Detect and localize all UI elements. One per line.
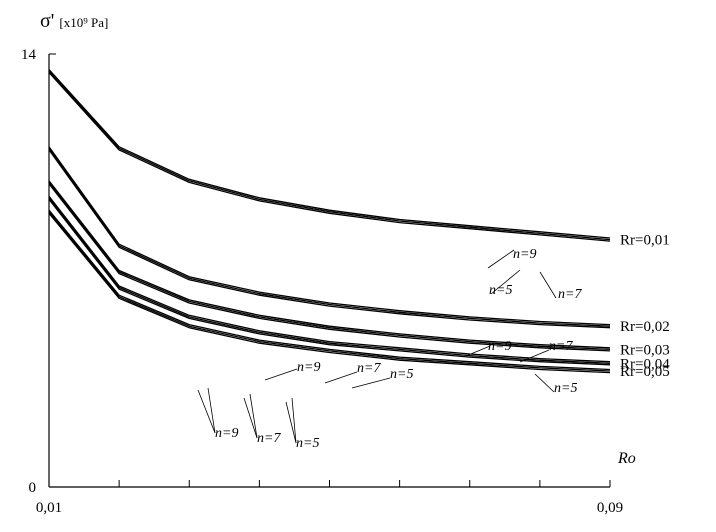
series-line: [48, 211, 611, 372]
annotation-leader: [249, 393, 258, 439]
annotation-label: n=7: [257, 431, 281, 446]
y-tick-label: 14: [21, 47, 37, 63]
annotation-label: n=7: [549, 339, 573, 354]
group-label: Rr=0,05: [620, 364, 670, 380]
annotation-leader: [197, 389, 216, 434]
x-tick-label: 0,01: [36, 500, 62, 516]
annotation-label: n=5: [489, 283, 512, 298]
y-axis-unit: [x10⁹ Pa]: [59, 15, 109, 30]
annotation-label: n=7: [357, 361, 381, 376]
annotation-leader: [351, 377, 391, 389]
y-axis-symbol: σ': [40, 10, 55, 32]
annotation-leader: [490, 269, 521, 295]
annotation-label: n=5: [390, 367, 413, 382]
series-layer: [48, 69, 611, 374]
annotation-leader: [324, 371, 358, 384]
annotation-label: n=9: [215, 426, 238, 441]
series-line: [48, 181, 611, 351]
annotation-leader: [264, 368, 298, 381]
series-line: [48, 198, 611, 366]
series-line: [48, 195, 611, 363]
y-axis-label: σ' [x10⁹ Pa]: [40, 10, 108, 33]
annotation-label: n=5: [296, 436, 319, 451]
axes: [48, 53, 611, 488]
label-layer: 0,01 0,09014RoRr=0,01Rr=0,02Rr=0,03Rr=0,0…: [21, 47, 670, 516]
series-line: [48, 183, 611, 352]
series-line: [48, 149, 611, 329]
annotation-leader: [534, 373, 555, 393]
annotation-leader: [285, 401, 297, 444]
annotation-layer: [197, 249, 557, 444]
annotation-leader: [539, 271, 557, 299]
series-line: [48, 146, 611, 326]
group-label: Rr=0,04: [620, 356, 670, 372]
y-tick-label: 0: [29, 480, 37, 496]
annotation-label: n=5: [554, 381, 577, 396]
series-line: [48, 180, 611, 349]
annotation-label: n=7: [558, 287, 582, 302]
annotation-leader: [487, 249, 515, 269]
annotation-label: n=9: [297, 360, 320, 375]
group-label: Rr=0,03: [620, 342, 670, 358]
series-line: [48, 69, 611, 239]
series-line: [48, 209, 611, 371]
annotation-leader: [291, 397, 297, 444]
annotation-leader: [465, 345, 491, 357]
annotation-leader: [243, 397, 258, 439]
group-label: Rr=0,01: [620, 233, 670, 249]
annotation-leader: [519, 349, 550, 363]
series-line: [48, 72, 611, 242]
annotation-label: n=9: [488, 339, 511, 354]
annotation-label: n=9: [513, 247, 536, 262]
series-line: [48, 147, 611, 327]
group-label: Rr=0,02: [620, 319, 670, 335]
x-axis-label: Ro: [617, 450, 636, 467]
series-line: [48, 197, 611, 364]
series-line: [48, 70, 611, 241]
series-line: [48, 212, 611, 374]
x-tick-label: 0,09: [597, 500, 623, 516]
annotation-leader: [207, 387, 216, 434]
